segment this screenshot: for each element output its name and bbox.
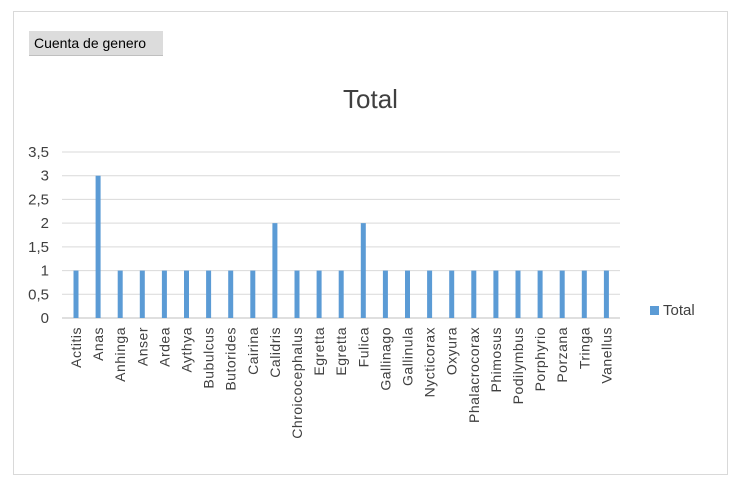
x-tick-label: Gallinago [377,327,393,391]
x-tick-label: Phalacrocorax [466,327,482,423]
bar [360,223,366,318]
x-tick-label: Oxyura [444,327,460,375]
x-axis-ticks: Actitis Anas Anhinga Anser Ardea Aythya Bubulc… [68,327,614,439]
x-tick-label: Butorides [223,327,239,391]
x-tick-label: Bubulcus [201,327,217,389]
y-tick-label: 0,5 [28,286,49,303]
bar [493,270,499,318]
x-tick-label: Tringa [576,327,592,369]
bar [139,270,145,318]
x-tick-label: Cairina [245,327,261,375]
bar [272,223,278,318]
bar [405,270,410,318]
bar [537,270,543,318]
chart-title: Total [343,84,398,114]
x-tick-label: Gallinula [400,327,416,386]
x-tick-label: Nycticorax [422,327,438,397]
bar [73,270,79,318]
bar [382,270,388,318]
bar [95,175,101,318]
y-tick-label: 3 [41,168,49,185]
bar [449,270,455,318]
bar [161,270,167,318]
bar [603,270,609,318]
y-tick-label: 3,5 [28,144,49,161]
bar [117,270,123,318]
y-tick-label: 1,5 [28,239,49,256]
x-tick-label: Porzana [554,327,570,383]
bar [184,270,189,318]
x-tick-label: Fulica [355,327,371,367]
y-tick-label: 0 [41,310,49,327]
bar [206,270,212,318]
x-tick-label: Egretta [311,327,327,376]
x-tick-label: Aythya [179,327,195,373]
legend-label: Total [663,302,695,319]
bar [559,270,565,318]
x-tick-label: Vanellus [598,327,614,384]
y-tick-label: 2 [41,215,49,232]
x-tick-label: Chroicocephalus [289,327,305,439]
bar [338,270,344,318]
x-tick-label: Ardea [156,327,172,367]
bar [294,270,300,318]
x-tick-label: Anhinga [112,327,128,382]
bar [471,270,477,318]
bar [250,270,256,318]
bar [515,270,521,318]
x-tick-label: Actitis [68,327,84,368]
bars [73,175,609,318]
legend-swatch [650,306,659,315]
x-tick-label: Egretta [333,327,349,376]
x-tick-label: Anser [134,327,150,366]
bar [228,270,234,318]
x-tick-label: Podilymbus [510,327,526,404]
y-tick-label: 2,5 [28,191,49,208]
pivot-field-button[interactable]: Cuenta de genero [29,31,163,56]
chart-frame [13,11,728,475]
y-axis-ticks: 0 0,5 1 1,5 2 2,5 3 3,5 [28,144,49,327]
y-tick-label: 1 [41,263,49,280]
bar [316,270,322,318]
x-tick-label: Porphyrio [532,327,548,391]
x-tick-label: Phimosus [488,327,504,392]
x-tick-label: Anas [90,327,106,361]
x-tick-label: Calidris [267,327,283,378]
bar [427,270,433,318]
legend: Total [650,302,695,319]
bar [581,270,587,318]
